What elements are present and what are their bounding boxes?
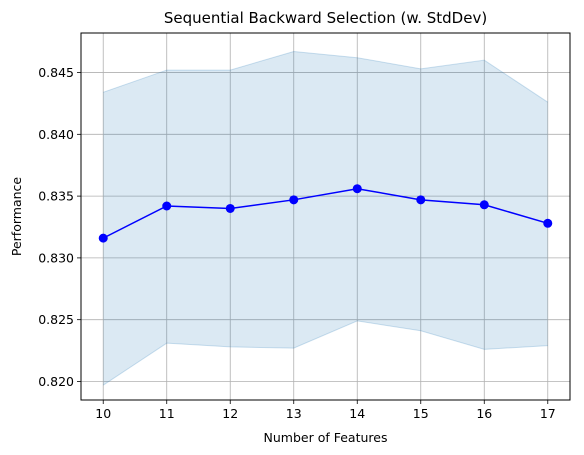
data-point — [98, 233, 108, 243]
y-tick-label: 0.845 — [38, 65, 74, 80]
y-axis-label: Performance — [9, 177, 24, 257]
stddev-band-lower-edge — [102, 320, 548, 386]
y-tick-label: 0.840 — [38, 127, 74, 142]
chart-title: Sequential Backward Selection (w. StdDev… — [164, 9, 487, 27]
x-tick-label: 10 — [95, 406, 111, 421]
y-axis: 0.820 0.825 0.830 0.835 0.840 0.845 — [38, 65, 81, 389]
x-tick-label: 17 — [540, 406, 556, 421]
y-tick-label: 0.820 — [38, 374, 74, 389]
x-axis-label: Number of Features — [264, 430, 388, 445]
grid — [81, 33, 570, 400]
data-point — [543, 218, 553, 228]
stddev-band-upper-edge — [103, 51, 549, 103]
x-tick-label: 13 — [286, 406, 302, 421]
plot-background — [81, 33, 570, 400]
x-tick-label: 14 — [349, 406, 365, 421]
data-point — [289, 195, 299, 205]
x-tick-label: 12 — [222, 406, 238, 421]
plot-frame — [80, 32, 571, 401]
y-tick-label: 0.835 — [38, 189, 74, 204]
x-tick-label: 11 — [159, 406, 175, 421]
x-tick-label: 16 — [476, 406, 492, 421]
data-point — [352, 184, 362, 194]
series-line — [102, 187, 548, 239]
data-point — [162, 201, 172, 211]
data-point — [416, 195, 426, 205]
data-point — [225, 203, 235, 213]
stddev-band — [103, 51, 548, 386]
x-tick-label: 15 — [413, 406, 429, 421]
data-points — [98, 184, 553, 243]
y-tick-label: 0.825 — [38, 312, 74, 327]
x-axis: 10 11 12 13 14 15 16 17 — [95, 400, 556, 421]
y-tick-label: 0.830 — [38, 250, 74, 265]
data-point — [479, 200, 489, 210]
